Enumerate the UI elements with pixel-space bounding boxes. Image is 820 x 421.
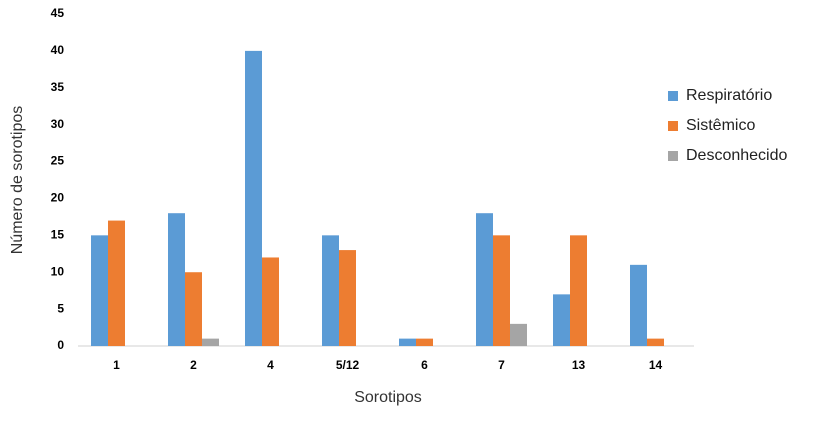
legend-label: Desconhecido — [686, 147, 788, 164]
bar — [553, 294, 570, 346]
bar — [570, 235, 587, 346]
y-tick-label: 10 — [51, 264, 65, 278]
x-tick-label: 14 — [649, 358, 663, 372]
y-tick-label: 20 — [51, 191, 65, 205]
bar — [245, 50, 262, 347]
bar — [399, 338, 416, 346]
y-axis-title: Número de sorotipos — [9, 106, 26, 255]
y-tick-label: 45 — [51, 6, 65, 20]
x-tick-label: 13 — [572, 358, 586, 372]
x-tick-label: 2 — [190, 358, 197, 372]
x-tick-label: 5/12 — [336, 358, 360, 372]
y-tick-label: 35 — [51, 80, 65, 94]
bar — [476, 213, 493, 346]
x-axis-title: Sorotipos — [354, 389, 422, 406]
bar — [91, 235, 108, 346]
y-tick-label: 5 — [57, 301, 64, 315]
legend-swatch — [668, 121, 678, 131]
x-tick-label: 6 — [421, 358, 428, 372]
bar — [108, 220, 125, 346]
legend-label: Sistêmico — [686, 117, 755, 134]
y-tick-label: 0 — [57, 338, 64, 352]
x-tick-label: 1 — [113, 358, 120, 372]
bar — [168, 213, 185, 346]
legend-swatch — [668, 151, 678, 161]
y-tick-label: 30 — [51, 117, 65, 131]
bar — [510, 323, 527, 346]
x-tick-label: 7 — [498, 358, 505, 372]
y-tick-label: 15 — [51, 228, 65, 242]
bar — [339, 250, 356, 346]
bar — [647, 338, 664, 346]
y-tick-label: 40 — [51, 43, 65, 57]
bar — [630, 264, 647, 346]
x-tick-label: 4 — [267, 358, 274, 372]
bar — [416, 338, 433, 346]
bar — [262, 257, 279, 346]
legend-swatch — [668, 91, 678, 101]
y-tick-label: 25 — [51, 154, 65, 168]
bar — [185, 272, 202, 346]
bar — [202, 338, 219, 346]
bar — [493, 235, 510, 346]
bar — [322, 235, 339, 346]
legend-label: Respiratório — [686, 87, 772, 104]
